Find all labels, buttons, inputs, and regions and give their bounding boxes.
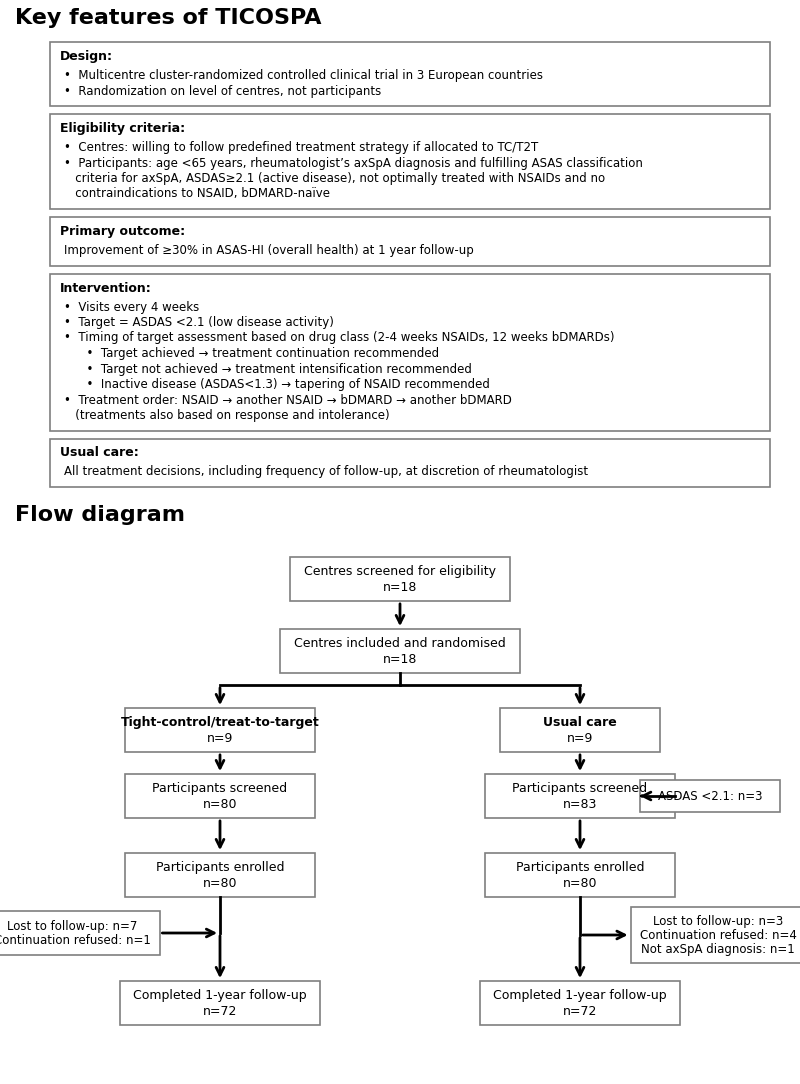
Text: •  Multicentre cluster-randomized controlled clinical trial in 3 European countr: • Multicentre cluster-randomized control… — [64, 69, 543, 82]
Bar — [125, 774, 315, 818]
Text: Eligibility criteria:: Eligibility criteria: — [60, 122, 185, 136]
Bar — [480, 981, 680, 1025]
Bar — [125, 708, 315, 752]
Text: Design:: Design: — [60, 50, 113, 63]
Text: Lost to follow-up: n=3: Lost to follow-up: n=3 — [653, 915, 783, 928]
Text: •  Target not achieved → treatment intensification recommended: • Target not achieved → treatment intens… — [64, 362, 472, 375]
Text: •  Treatment order: NSAID → another NSAID → bDMARD → another bDMARD: • Treatment order: NSAID → another NSAID… — [64, 393, 512, 406]
Bar — [125, 853, 315, 896]
Text: (treatments also based on response and intolerance): (treatments also based on response and i… — [64, 409, 390, 422]
Text: contraindications to NSAID, bDMARD-naïve: contraindications to NSAID, bDMARD-naïve — [64, 188, 330, 201]
Text: Completed 1-year follow-up: Completed 1-year follow-up — [493, 989, 667, 1002]
Text: Not axSpA diagnosis: n=1: Not axSpA diagnosis: n=1 — [641, 943, 795, 956]
Text: n=9: n=9 — [567, 732, 593, 745]
Text: Intervention:: Intervention: — [60, 282, 152, 295]
Text: •  Randomization on level of centres, not participants: • Randomization on level of centres, not… — [64, 85, 382, 98]
Bar — [0, 911, 159, 955]
Text: n=80: n=80 — [202, 877, 238, 890]
Text: n=18: n=18 — [383, 653, 417, 666]
Text: n=83: n=83 — [563, 798, 597, 811]
Text: Tight-control/treat-to-target: Tight-control/treat-to-target — [121, 717, 319, 730]
Bar — [50, 439, 770, 487]
Text: •  Target achieved → treatment continuation recommended: • Target achieved → treatment continuati… — [64, 347, 439, 360]
Bar — [640, 780, 780, 812]
Text: n=18: n=18 — [383, 581, 417, 594]
Text: •  Participants: age <65 years, rheumatologist’s axSpA diagnosis and fulfilling : • Participants: age <65 years, rheumatol… — [64, 156, 643, 169]
Bar — [485, 853, 675, 896]
Text: •  Inactive disease (ASDAS<1.3) → tapering of NSAID recommended: • Inactive disease (ASDAS<1.3) → taperin… — [64, 378, 490, 391]
Text: Usual care: Usual care — [543, 717, 617, 730]
Text: •  Target = ASDAS <2.1 (low disease activity): • Target = ASDAS <2.1 (low disease activ… — [64, 317, 334, 330]
Text: n=80: n=80 — [202, 798, 238, 811]
Bar — [50, 42, 770, 106]
Text: All treatment decisions, including frequency of follow-up, at discretion of rheu: All treatment decisions, including frequ… — [64, 465, 588, 478]
Bar — [485, 774, 675, 818]
Text: Participants enrolled: Participants enrolled — [156, 861, 284, 874]
Text: Primary outcome:: Primary outcome: — [60, 225, 185, 238]
Bar — [50, 217, 770, 266]
Text: •  Visits every 4 weeks: • Visits every 4 weeks — [64, 300, 199, 313]
Text: Participants screened: Participants screened — [153, 782, 287, 795]
Text: criteria for axSpA, ASDAS≥2.1 (active disease), not optimally treated with NSAID: criteria for axSpA, ASDAS≥2.1 (active di… — [64, 172, 605, 185]
Text: Improvement of ≥30% in ASAS-HI (overall health) at 1 year follow-up: Improvement of ≥30% in ASAS-HI (overall … — [64, 244, 474, 257]
Text: Completed 1-year follow-up: Completed 1-year follow-up — [133, 989, 307, 1002]
Text: Participants screened: Participants screened — [513, 782, 647, 795]
Text: n=72: n=72 — [563, 1005, 597, 1018]
Text: Participants enrolled: Participants enrolled — [516, 861, 644, 874]
Bar — [50, 114, 770, 209]
Bar — [280, 629, 520, 673]
Bar — [630, 907, 800, 963]
Text: Continuation refused: n=4: Continuation refused: n=4 — [639, 929, 797, 942]
Bar — [50, 273, 770, 430]
Text: Centres included and randomised: Centres included and randomised — [294, 637, 506, 650]
Text: ASDAS <2.1: n=3: ASDAS <2.1: n=3 — [658, 790, 762, 803]
Text: •  Centres: willing to follow predefined treatment strategy if allocated to TC/T: • Centres: willing to follow predefined … — [64, 141, 538, 154]
Text: Lost to follow-up: n=7: Lost to follow-up: n=7 — [7, 920, 137, 933]
Bar — [290, 557, 510, 601]
Bar — [500, 708, 660, 752]
Text: n=72: n=72 — [203, 1005, 237, 1018]
Text: Usual care:: Usual care: — [60, 447, 138, 460]
Text: Continuation refused: n=1: Continuation refused: n=1 — [0, 934, 150, 947]
Text: n=9: n=9 — [207, 732, 233, 745]
Text: Centres screened for eligibility: Centres screened for eligibility — [304, 565, 496, 578]
Text: n=80: n=80 — [562, 877, 598, 890]
Bar — [120, 981, 320, 1025]
Text: Key features of TICOSPA: Key features of TICOSPA — [15, 8, 322, 28]
Text: •  Timing of target assessment based on drug class (2-4 weeks NSAIDs, 12 weeks b: • Timing of target assessment based on d… — [64, 332, 614, 345]
Text: Flow diagram: Flow diagram — [15, 505, 185, 525]
